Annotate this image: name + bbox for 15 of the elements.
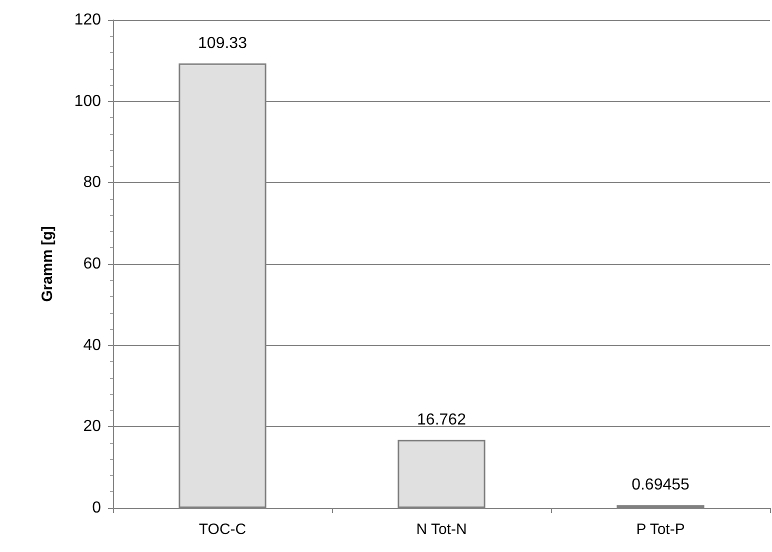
y-tick-label: 120 [74,12,102,28]
y-tick-label: 100 [74,92,102,110]
y-tick-label: 20 [83,418,102,436]
y-tick-label: 0 [92,500,102,516]
data-label: 109.33 [198,34,248,52]
x-tick-label: TOC-C [198,521,246,538]
bar [398,440,486,508]
data-label: 0.69455 [632,476,690,494]
x-tick-label: P Tot-P [636,521,685,538]
y-tick-label: 40 [83,336,102,354]
y-tick-label: 60 [83,256,102,272]
y-tick-label: 80 [83,174,102,192]
data-label: 16.762 [417,411,466,428]
x-tick-label: N Tot-N [416,521,467,538]
y-axis-title: Gramm [g] [39,226,56,302]
